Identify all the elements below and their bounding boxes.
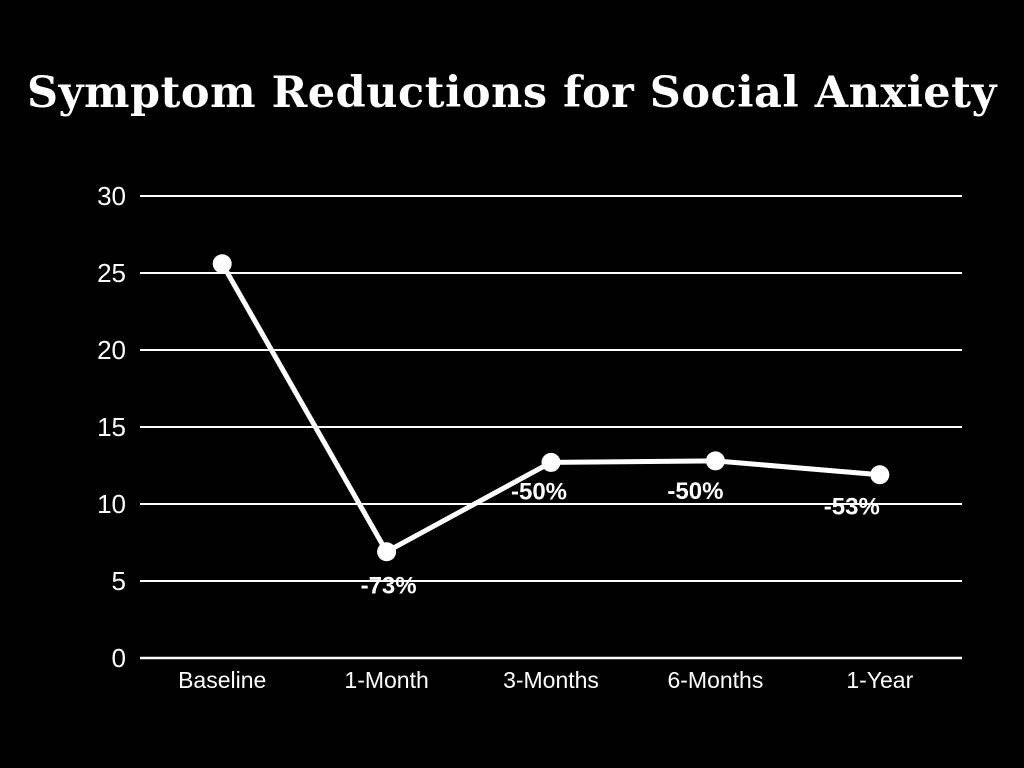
- y-tick-label: 0: [112, 643, 126, 673]
- y-tick-label: 20: [97, 335, 126, 365]
- data-line: [219, 261, 883, 555]
- chart-title: Symptom Reductions for Social Anxiety: [26, 68, 998, 118]
- y-tick-label: 10: [97, 489, 126, 519]
- data-point: [541, 452, 561, 472]
- x-tick-label: 1-Month: [344, 667, 428, 693]
- y-tick-label: 15: [97, 412, 126, 442]
- data-point-label: -50%: [667, 478, 723, 505]
- x-tick-label: 6-Months: [667, 667, 763, 693]
- y-tick-label: 5: [112, 566, 126, 596]
- data-point: [870, 465, 890, 485]
- data-point: [212, 254, 232, 274]
- data-point-label: -53%: [824, 494, 880, 521]
- y-tick-label: 25: [97, 258, 126, 288]
- x-tick-label: Baseline: [178, 667, 266, 693]
- data-point: [705, 451, 725, 471]
- x-tick-label: 1-Year: [846, 667, 913, 693]
- data-point-label: -50%: [511, 478, 567, 505]
- data-point-label: -73%: [361, 573, 417, 600]
- x-tick-label: 3-Months: [503, 667, 599, 693]
- data-point: [377, 542, 397, 562]
- y-tick-label: 30: [97, 181, 126, 211]
